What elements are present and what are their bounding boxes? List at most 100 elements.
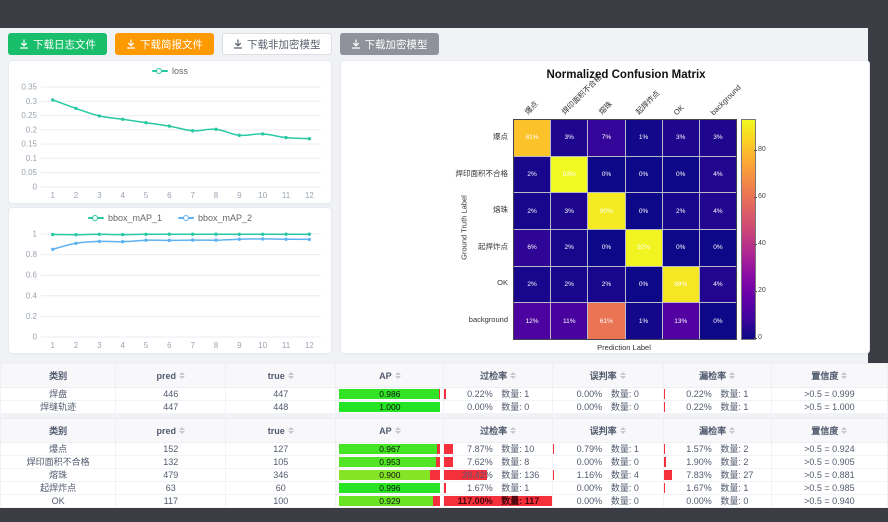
cm-cell: 2% <box>588 266 625 303</box>
sort-caret-icon[interactable] <box>729 369 736 383</box>
col-header-over[interactable]: 过检率 <box>443 418 553 443</box>
over-rate: 0.22% 数量: 1 <box>444 388 551 400</box>
pred-cell: 117 <box>115 494 227 508</box>
cm-row-label: 起焊炸点 <box>478 241 508 251</box>
legend-item-loss[interactable]: loss <box>151 66 188 76</box>
sort-caret-icon[interactable] <box>729 424 736 438</box>
col-header-label: pred <box>156 425 177 436</box>
download-icon <box>19 39 29 49</box>
table-row: 焊缝轨迹 447 448 1.000 0.00% 数量: 0 0.00% 数量: 0 0.22%… <box>0 400 888 414</box>
over-rate: 1.67% 数量: 1 <box>444 482 551 494</box>
cm-cell: 2% <box>514 193 551 229</box>
col-header-miss[interactable]: 漏检率 <box>662 363 772 388</box>
rate-percent: 0.22% <box>686 402 712 412</box>
svg-text:2: 2 <box>74 191 79 200</box>
over-cell: 117.00% 数量: 117 <box>443 494 553 508</box>
svg-text:2: 2 <box>74 341 79 350</box>
cm-cell: 3% <box>662 120 699 156</box>
rate-percent: 0.79% <box>576 444 603 454</box>
col-header-conf[interactable]: 置信度 <box>770 418 888 443</box>
download-button-3[interactable]: 下载非加密模型 <box>222 33 332 55</box>
colorbar-tick-mark <box>754 338 757 339</box>
cm-row-label: OK <box>497 278 508 287</box>
svg-text:11: 11 <box>282 341 291 350</box>
rate-count: 数量: 1 <box>720 389 749 399</box>
ap-value: 0.900 <box>379 470 401 480</box>
bbox_mAP_2-series <box>51 237 311 251</box>
over-cell: 7.87% 数量: 10 <box>443 442 553 456</box>
ap-bar: 0.953 <box>339 457 441 467</box>
miss-cell: 1.57% 数量: 2 <box>662 442 772 456</box>
col-header-ap[interactable]: AP <box>335 418 445 443</box>
mis-rate: 0.00% 数量: 0 <box>553 456 663 468</box>
mis-cell: 0.00% 数量: 0 <box>551 455 664 469</box>
sort-caret-icon[interactable] <box>394 424 401 438</box>
col-header-pred[interactable]: pred <box>115 418 227 443</box>
col-header-mis[interactable]: 误判率 <box>551 418 664 443</box>
legend-item-bbox_mAP_2[interactable]: bbox_mAP_2 <box>178 213 252 223</box>
mis-cell: 0.79% 数量: 1 <box>551 442 664 456</box>
rate-count: 数量: 1 <box>720 402 749 412</box>
sort-caret-icon[interactable] <box>841 369 848 383</box>
rate-count: 数量: 0 <box>720 496 749 506</box>
svg-text:0.3: 0.3 <box>26 97 38 106</box>
loss-chart-card: loss 0 0.05 0.1 0.15 0.2 0.25 0.3 0.35 1 2 3 4 5 6 7 8 9… <box>8 60 332 204</box>
rate-bar <box>552 444 554 454</box>
rate-bar <box>444 470 487 480</box>
rate-count: 数量: 0 <box>610 496 639 506</box>
rate-bar <box>663 483 666 493</box>
download-button-label: 下载非加密模型 <box>247 38 321 51</box>
col-header-label: 过检率 <box>480 371 508 381</box>
sort-caret-icon[interactable] <box>841 424 848 438</box>
legend-label: loss <box>171 66 188 76</box>
col-header-true[interactable]: true <box>225 418 337 443</box>
col-header-mis[interactable]: 误判率 <box>551 363 664 388</box>
sort-caret-icon[interactable] <box>510 424 517 438</box>
conf-cell: >0.5 = 0.985 <box>770 481 888 495</box>
sort-caret-icon[interactable] <box>287 369 294 383</box>
cm-column-label: background <box>708 82 743 117</box>
cm-cell: 1% <box>625 120 662 156</box>
rate-bar <box>444 457 453 467</box>
col-header-ap[interactable]: AP <box>335 363 445 388</box>
legend-item-bbox_mAP_1[interactable]: bbox_mAP_1 <box>87 213 162 223</box>
conf-cell: >0.5 = 0.905 <box>770 455 888 469</box>
mis-cell: 0.00% 数量: 0 <box>551 387 664 401</box>
rate-percent: 0.00% <box>576 457 603 467</box>
over-rate: 7.87% 数量: 10 <box>444 443 551 455</box>
pred-cell: 132 <box>115 455 227 469</box>
sort-caret-icon[interactable] <box>179 369 186 383</box>
conf-cell: >0.5 = 1.000 <box>770 400 888 414</box>
cm-cell: 12% <box>514 303 551 339</box>
sort-caret-icon[interactable] <box>619 369 626 383</box>
sort-caret-icon[interactable] <box>510 369 517 383</box>
col-header-miss[interactable]: 漏检率 <box>662 418 772 443</box>
col-header-label: AP <box>379 425 392 436</box>
sort-caret-icon[interactable] <box>179 424 186 438</box>
sort-caret-icon[interactable] <box>287 424 294 438</box>
col-header-conf[interactable]: 置信度 <box>770 363 888 388</box>
download-button-1[interactable]: 下载日志文件 <box>8 33 107 55</box>
col-header-over[interactable]: 过检率 <box>443 363 553 388</box>
metrics-table-1: 类别 pred true AP 过检率 误判率 漏检率 置信度 焊盘 446 447 0.986 0.2… <box>0 363 888 414</box>
svg-text:0.05: 0.05 <box>21 168 37 177</box>
ap-cell: 0.953 <box>335 455 445 469</box>
col-header-true[interactable]: true <box>225 363 337 388</box>
cm-cell: 0% <box>662 230 699 266</box>
loss-chart-legend: loss <box>9 66 331 76</box>
sort-caret-icon[interactable] <box>619 424 626 438</box>
col-header-label: pred <box>156 370 177 381</box>
download-button-2[interactable]: 下载简报文件 <box>115 33 214 55</box>
svg-text:8: 8 <box>214 191 219 200</box>
svg-text:0: 0 <box>33 183 38 192</box>
rate-percent: 0.00% <box>576 389 603 399</box>
sort-caret-icon[interactable] <box>394 369 401 383</box>
true-cell: 447 <box>225 387 337 401</box>
rate-count: 数量: 4 <box>610 470 639 480</box>
colorbar-tick-mark <box>754 244 757 245</box>
download-button-4[interactable]: 下载加密模型 <box>339 33 439 55</box>
col-header-pred[interactable]: pred <box>115 363 227 388</box>
rate-percent: 0.00% <box>467 402 493 412</box>
miss-cell: 1.67% 数量: 1 <box>662 481 772 495</box>
cm-cell: 6% <box>514 230 551 266</box>
